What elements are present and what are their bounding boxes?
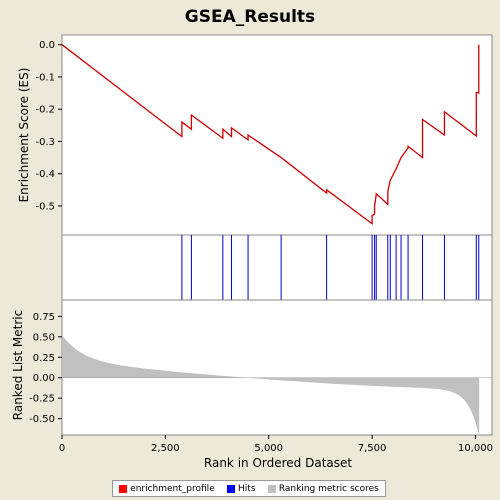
es-ytick-label: -0.3 (35, 137, 55, 148)
es-ytick-label: -0.5 (35, 201, 55, 212)
metric-ytick-label: -0.25 (29, 394, 55, 405)
x-tick-label: 7,500 (358, 443, 387, 454)
chart-title: GSEA_Results (185, 7, 315, 27)
legend: enrichment_profile Hits Ranking metric s… (112, 480, 386, 497)
metric-panel: 0.75 0.50 0.25 0.00 -0.25 -0.50 0 2,500 5,000 7,5… (29, 299, 493, 454)
es-ylabel: Enrichment Score (ES) (17, 68, 31, 203)
x-tick-label: 10,000 (458, 443, 493, 454)
legend-item-metric: Ranking metric scores (267, 483, 379, 494)
legend-item-enrichment: enrichment_profile (119, 484, 215, 494)
metric-ylabel: Ranked List Metric (11, 310, 25, 420)
es-ytick-label: -0.4 (35, 169, 55, 180)
metric-ytick-label: 0.00 (33, 373, 55, 384)
legend-item-hits: Hits (227, 484, 256, 494)
metric-area (62, 335, 480, 437)
es-panel: 0.0 -0.1 -0.2 -0.3 -0.4 -0.5 (35, 34, 493, 236)
x-tick-label: 0 (59, 443, 65, 454)
legend-swatch-hits (227, 484, 236, 493)
legend-label-hits: Hits (238, 483, 256, 494)
x-tick-label: 2,500 (151, 443, 180, 454)
legend-swatch-metric (267, 484, 276, 493)
es-ytick-label: -0.1 (35, 72, 55, 83)
metric-ytick-label: 0.75 (33, 312, 55, 323)
legend-label-enrichment: enrichment_profile (130, 483, 215, 494)
legend-swatch-enrichment (119, 484, 128, 493)
es-ytick-label: 0.0 (39, 40, 55, 51)
es-ytick-label: -0.2 (35, 105, 55, 116)
metric-ytick-label: -0.50 (29, 414, 55, 425)
legend-label-metric: Ranking metric scores (278, 483, 379, 494)
es-series-line (61, 44, 480, 226)
metric-ytick-label: 0.50 (33, 332, 55, 343)
x-tick-label: 5,000 (254, 443, 283, 454)
x-axis-label: Rank in Ordered Dataset (204, 456, 352, 470)
es-plot-area (61, 34, 493, 236)
hits-panel (61, 234, 493, 301)
hits-plot-area (61, 234, 493, 301)
metric-ytick-label: 0.25 (33, 353, 55, 364)
